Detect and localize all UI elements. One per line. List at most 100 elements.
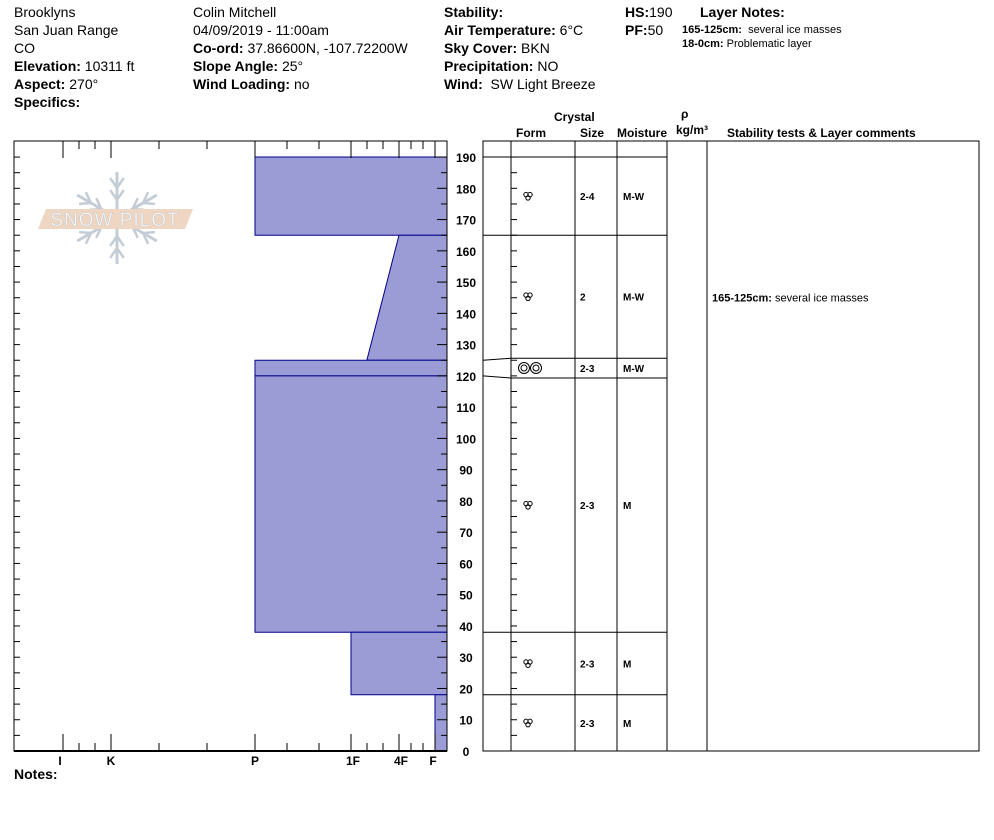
moisture: M-W bbox=[623, 293, 645, 304]
layer-notes-label: Layer Notes: bbox=[700, 4, 785, 20]
depth-tick-label: 160 bbox=[456, 245, 476, 259]
hardness-layer bbox=[254, 156, 448, 236]
state: CO bbox=[14, 40, 35, 56]
air-temp-value: 6°C bbox=[559, 22, 584, 38]
depth-tick-label: 10 bbox=[459, 714, 473, 728]
density-unit: kg/m³ bbox=[676, 123, 709, 137]
grain-form-icon-clustered-rounded bbox=[523, 659, 533, 668]
snowflake-branch bbox=[115, 189, 125, 201]
snowflake-branch bbox=[84, 191, 93, 204]
snowflake-branch bbox=[131, 197, 139, 210]
grain-circle bbox=[532, 364, 540, 372]
hardness-tick-label: I bbox=[58, 754, 61, 768]
moisture: M-W bbox=[623, 364, 645, 375]
moisture: M bbox=[623, 719, 631, 730]
grain-circle bbox=[525, 295, 531, 302]
layer-table-frame bbox=[482, 140, 980, 752]
wind-loading-value: no bbox=[293, 76, 310, 92]
grain-circle bbox=[525, 504, 531, 510]
depth-tick-label: 0 bbox=[463, 745, 470, 759]
snowflake-branch bbox=[78, 230, 92, 235]
grain-circle bbox=[525, 195, 531, 201]
hs: HS:190 bbox=[625, 4, 672, 20]
layer-comment-text: several ice masses bbox=[775, 293, 869, 305]
sky-cover: Sky Cover: BKN bbox=[444, 40, 550, 56]
snowflake-branch bbox=[84, 232, 93, 245]
snowflake-branch bbox=[109, 189, 119, 201]
grain-form-icon-clustered-rounded bbox=[523, 718, 533, 728]
pf-value: 50 bbox=[647, 22, 664, 38]
depth-tick-label: 80 bbox=[459, 495, 473, 509]
specifics-label: Specifics: bbox=[14, 94, 81, 110]
range: San Juan Range bbox=[14, 22, 119, 38]
snowflake-branch bbox=[142, 201, 156, 206]
precip-value: NO bbox=[537, 58, 559, 74]
slope-label: Slope Angle: bbox=[193, 58, 279, 74]
grain-circle bbox=[518, 362, 530, 374]
air-temp: Air Temperature: 6°C bbox=[444, 22, 583, 38]
moisture: M bbox=[623, 659, 631, 670]
size-header: Size bbox=[580, 126, 605, 140]
hardness-tick-label: K bbox=[107, 754, 116, 768]
hardness-layer bbox=[366, 234, 448, 361]
wind-value: SW Light Breeze bbox=[490, 76, 596, 92]
depth-tick-label: 30 bbox=[459, 651, 473, 665]
layer-note-range: 165-125cm: bbox=[682, 24, 742, 36]
layer-note-text: Problematic layer bbox=[726, 38, 812, 50]
snowflake-branch bbox=[142, 230, 156, 235]
depth-tick-label: 100 bbox=[456, 432, 476, 446]
wind-label: Wind: bbox=[444, 76, 483, 92]
observer: Colin Mitchell bbox=[193, 4, 277, 20]
depth-tick-label: 140 bbox=[456, 307, 476, 321]
grain-form-icon-clustered-rounded bbox=[523, 500, 533, 510]
aspect-value: 270° bbox=[69, 76, 99, 92]
slope: Slope Angle: 25° bbox=[193, 58, 303, 74]
precipitation: Precipitation: NO bbox=[444, 58, 558, 74]
snowpilot-logo: SNOW PILOT bbox=[38, 172, 193, 264]
precip-label: Precipitation: bbox=[444, 58, 534, 74]
hardness-layer bbox=[434, 694, 448, 752]
depth-tick-label: 50 bbox=[459, 589, 473, 603]
grain-form-icon-clustered-rounded bbox=[523, 191, 533, 201]
hardness-tick-label: F bbox=[429, 754, 436, 768]
grain-size: 2-4 bbox=[580, 192, 595, 203]
slope-value: 25° bbox=[281, 58, 304, 74]
aspect: Aspect: 270° bbox=[14, 76, 98, 92]
crystal-header: Crystal bbox=[554, 110, 595, 124]
depth-tick-label: 120 bbox=[456, 370, 476, 384]
grain-size: 2-3 bbox=[580, 719, 595, 730]
grain-form-icon-melt-freeze-pair bbox=[518, 362, 542, 374]
grain-size: 2 bbox=[580, 293, 586, 304]
depth-tick-label: 90 bbox=[459, 464, 473, 478]
aspect-label: Aspect: bbox=[14, 76, 66, 92]
layer-note-text: several ice masses bbox=[748, 24, 842, 36]
sky-label: Sky Cover: bbox=[444, 40, 518, 56]
elevation-value: 10311 ft bbox=[84, 58, 135, 74]
wind-loading: Wind Loading: no bbox=[193, 76, 310, 92]
pf: PF:50 bbox=[625, 22, 663, 38]
grain-circle bbox=[520, 364, 528, 372]
depth-connector bbox=[482, 375, 512, 379]
depth-tick-label: 110 bbox=[456, 401, 476, 415]
snowflake-branch bbox=[141, 232, 150, 245]
layer-comment-range: 165-125cm: bbox=[712, 293, 775, 305]
density-symbol: ρ bbox=[681, 107, 689, 121]
moisture: M bbox=[623, 501, 631, 512]
wind-loading-label: Wind Loading: bbox=[193, 76, 291, 92]
coord-label: Co-ord: bbox=[193, 40, 244, 56]
hs-label: HS: bbox=[625, 4, 650, 20]
hardness-layer bbox=[254, 375, 448, 633]
depth-tick-label: 190 bbox=[456, 151, 476, 165]
depth-tick-label: 60 bbox=[459, 557, 473, 571]
notes-label: Notes: bbox=[14, 766, 58, 782]
layer-comment: 165-125cm: several ice masses bbox=[712, 293, 869, 305]
coord-value: 37.86600N, -107.72200W bbox=[247, 40, 408, 56]
depth-tick-label: 40 bbox=[459, 620, 473, 634]
elevation-label: Elevation: bbox=[14, 58, 81, 74]
logo-banner bbox=[38, 209, 193, 229]
layer-note: 18-0cm: Problematic layer bbox=[682, 38, 812, 51]
hardness-tick-label: 1F bbox=[346, 754, 360, 768]
moisture-header: Moisture bbox=[617, 126, 668, 140]
depth-tick-label: 20 bbox=[459, 682, 473, 696]
